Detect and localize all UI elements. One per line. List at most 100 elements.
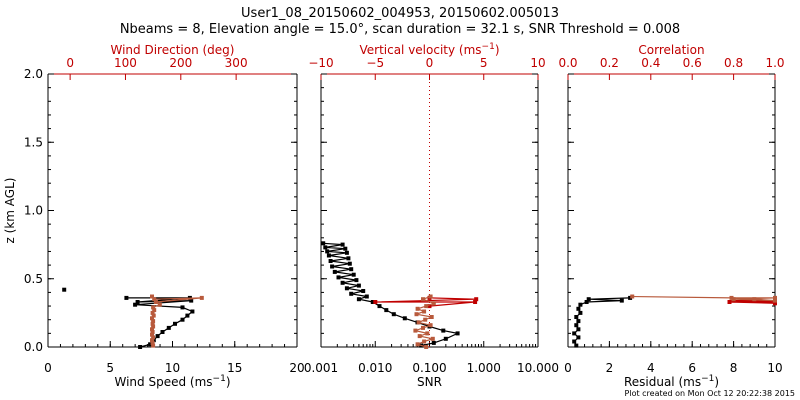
data-point — [151, 319, 156, 324]
figure-title-line1: User1_08_20150602_004953, 20150602.00501… — [241, 6, 559, 21]
y-tick-label: 1.5 — [24, 135, 43, 149]
data-point — [443, 336, 448, 341]
data-point — [773, 295, 777, 300]
top-tick-label: 200 — [169, 56, 192, 70]
data-point — [416, 320, 421, 325]
data-point — [421, 297, 425, 302]
data-point — [421, 325, 425, 330]
data-point — [328, 259, 333, 263]
x-tick-label: 2 — [606, 361, 614, 375]
data-point — [752, 297, 757, 302]
top-tick-label: 0 — [426, 56, 434, 70]
data-point — [326, 253, 331, 258]
data-point — [414, 312, 419, 317]
x-tick-label: 0 — [564, 361, 572, 375]
data-point — [415, 342, 420, 347]
series-line — [323, 242, 460, 347]
top-axis-label: Correlation — [638, 43, 704, 57]
y-tick-label: 0.0 — [24, 340, 43, 354]
data-point — [152, 297, 157, 302]
data-point — [151, 335, 156, 340]
x-tick-label: 0 — [44, 361, 52, 375]
top-axis-label-end: ) — [495, 43, 500, 57]
data-point — [727, 300, 732, 304]
data-point — [344, 250, 349, 255]
data-point — [441, 328, 446, 333]
x-tick-label: 5 — [106, 361, 114, 375]
x-tick-label: 0.001 — [304, 361, 338, 375]
data-point — [336, 275, 341, 280]
data-point — [155, 334, 160, 339]
data-point — [619, 298, 624, 303]
data-point — [150, 338, 154, 343]
top-axis-label-text: Wind Direction (deg) — [111, 43, 235, 57]
data-point — [574, 343, 579, 348]
data-point — [628, 295, 633, 300]
data-point — [180, 305, 185, 310]
data-point — [356, 297, 361, 302]
data-point — [630, 294, 635, 299]
data-point — [586, 297, 591, 302]
data-point — [150, 321, 155, 326]
y-tick-label: 1.0 — [24, 204, 43, 218]
data-point — [773, 301, 777, 306]
data-point — [417, 334, 422, 339]
top-tick-label: 100 — [114, 56, 137, 70]
panel-snr: 0.001 0.010 0.100 1.000 10.000 −10 −5 0 5 10 SNR Ve… — [304, 42, 559, 389]
x-axis-label-text: SNR — [417, 375, 442, 389]
data-point — [151, 305, 156, 310]
x-tick-label: 8 — [730, 361, 738, 375]
y-tick-label: 2.0 — [24, 67, 43, 81]
data-point — [430, 336, 435, 341]
data-point — [473, 300, 478, 304]
data-point — [340, 280, 345, 285]
data-point — [364, 294, 369, 299]
x-axis-label-text: Wind Speed (ms — [115, 375, 213, 389]
panel-residual: 0 2 4 6 8 10 0.0 0.2 0.4 0.6 0.8 1.0 Residual (ms−1)… — [558, 43, 784, 389]
top-tick-label: 0.6 — [683, 56, 702, 70]
x-axis-label-sup: −1 — [213, 374, 226, 384]
data-point — [354, 278, 359, 283]
data-point — [572, 339, 577, 344]
top-tick-label: −5 — [366, 56, 384, 70]
data-point — [150, 330, 155, 334]
x-tick-label: 4 — [647, 361, 655, 375]
data-point — [157, 302, 162, 307]
x-axis-label: Wind Speed (ms−1) — [115, 374, 231, 389]
data-point — [578, 310, 583, 315]
data-point — [199, 295, 204, 300]
data-point — [151, 313, 156, 318]
data-point — [384, 308, 389, 313]
x-axis-label-end: ) — [714, 375, 719, 389]
x-axis-label-sup: −1 — [701, 374, 714, 384]
data-point — [422, 339, 427, 344]
data-point — [133, 302, 138, 307]
data-point — [349, 291, 354, 296]
data-point — [343, 246, 348, 251]
data-point — [423, 317, 428, 322]
data-point — [150, 332, 154, 337]
top-axis-label: Wind Direction (deg) — [111, 43, 235, 57]
top-tick-label: 0 — [66, 56, 74, 70]
data-point — [455, 331, 460, 336]
series-line — [573, 297, 631, 346]
top-axis-label-sup: −1 — [482, 42, 495, 52]
data-point — [150, 316, 154, 321]
data-point — [189, 298, 194, 303]
data-point — [422, 309, 427, 314]
data-point — [138, 345, 143, 349]
x-tick-label: 6 — [688, 361, 696, 375]
top-tick-label: 0.4 — [641, 56, 660, 70]
x-axis-label-text: Residual (ms — [624, 375, 701, 389]
top-tick-label: 5 — [480, 56, 488, 70]
data-point — [731, 297, 736, 302]
data-point — [773, 298, 777, 303]
data-point — [431, 340, 436, 345]
top-tick-label: 300 — [225, 56, 248, 70]
data-point — [431, 301, 436, 306]
data-point — [124, 295, 129, 300]
data-point — [428, 323, 433, 328]
x-tick-label: 10 — [767, 361, 782, 375]
x-tick-label: 1.000 — [467, 361, 501, 375]
